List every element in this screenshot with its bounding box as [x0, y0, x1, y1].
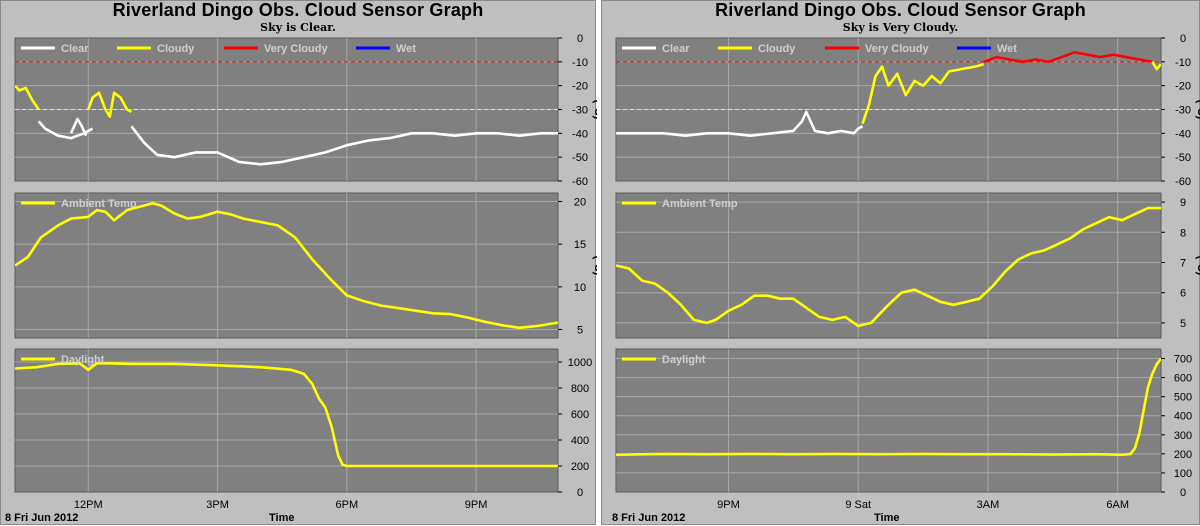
series-line-clear [69, 117, 88, 137]
y-tick-label: 100 [1174, 468, 1192, 480]
series-line-clear [130, 125, 558, 166]
x-axis-label: Time [269, 512, 295, 524]
chart-svg-right: 0 -10 -20 -30 -40 -50 -60 (°C) Clear Cloudy Very C… [615, 33, 1200, 511]
legend-label: Wet [396, 43, 416, 55]
x-tick-label: 3PM [206, 499, 229, 511]
y-tick-label: -30 [572, 105, 588, 117]
y-tick-label: -20 [572, 81, 588, 93]
y-tick-label: 8 [1180, 227, 1186, 239]
y-tick-label: 300 [1174, 430, 1192, 442]
plot-area [615, 192, 1162, 339]
plot-ambient: 9 8 7 6 5 (°C) Ambient Temp [615, 192, 1200, 339]
date-label: 8 Fri Jun 2012 [5, 512, 79, 524]
chart-subtitle: Sky is Very Cloudy. [842, 21, 959, 34]
series-line-very-cloudy [983, 50, 1153, 64]
y-tick-label: 800 [571, 383, 589, 395]
y-axis-unit: (°C) [1195, 256, 1200, 276]
legend-label: Very Cloudy [264, 43, 328, 55]
legend-label: Ambient Temp [662, 198, 738, 210]
plot-daylight: 700 600 500 400 300 200 100 0 Daylight [615, 348, 1192, 499]
legend-label: Wet [997, 43, 1017, 55]
series-line-daylight [616, 357, 1161, 457]
y-tick-label: -10 [1175, 57, 1191, 69]
chart-svg-left: 0 -10 -20 -30 -40 -50 -60 (°C) Clear Cloudy Very C… [14, 33, 597, 511]
chart-title: Riverland Dingo Obs. Cloud Sensor Graph [112, 0, 484, 20]
plot-area [14, 348, 559, 493]
series-line-cloudy [87, 91, 133, 118]
y-tick-label: -40 [572, 128, 588, 140]
plot-area [14, 192, 559, 339]
y-tick-label: 600 [571, 409, 589, 421]
y-tick-label: 0 [577, 487, 583, 499]
plot-area [615, 348, 1162, 493]
legend-label: Daylight [61, 354, 105, 366]
y-tick-label: 10 [574, 282, 586, 294]
legend-label: Ambient Temp [61, 198, 137, 210]
series-line-cloudy [15, 84, 40, 111]
legend-label: Clear [61, 43, 89, 55]
y-tick-label: -40 [1175, 128, 1191, 140]
y-tick-label: 200 [1174, 449, 1192, 461]
plot-daylight: 1000 800 600 400 200 0 Daylight [14, 348, 592, 499]
x-tick-label: 9 Sat [845, 499, 871, 511]
x-tick-label: 3AM [977, 499, 1000, 511]
y-tick-label: 200 [571, 461, 589, 473]
legend-label: Cloudy [157, 43, 195, 55]
y-tick-label: 20 [574, 197, 586, 209]
plot-sky: 0 -10 -20 -30 -40 -50 -60 (°C) Clear Cloudy Very C… [14, 33, 597, 188]
legend-label: Daylight [662, 354, 706, 366]
y-tick-label: -10 [572, 57, 588, 69]
series-line-cloudy [1151, 61, 1161, 71]
y-tick-label: -60 [572, 176, 588, 188]
y-tick-label: 15 [574, 239, 586, 251]
x-tick-label: 9PM [717, 499, 740, 511]
y-tick-label: -20 [1175, 81, 1191, 93]
series-line-daylight [15, 361, 558, 468]
y-tick-label: 5 [1180, 318, 1186, 330]
y-tick-label: 400 [571, 435, 589, 447]
y-tick-label: 0 [1180, 33, 1186, 45]
y-tick-label: -50 [1175, 152, 1191, 164]
y-axis-unit: (°C) [1195, 100, 1200, 120]
date-label: 8 Fri Jun 2012 [612, 512, 686, 524]
cloud-sensor-panel-left: Riverland Dingo Obs. Cloud Sensor Graph … [0, 0, 597, 525]
plot-sky: 0 -10 -20 -30 -40 -50 -60 (°C) Clear Cloudy Very C… [615, 33, 1200, 188]
legend-label: Clear [662, 43, 690, 55]
legend-label: Cloudy [758, 43, 796, 55]
x-tick-label: 9PM [465, 499, 488, 511]
y-tick-label: 700 [1174, 354, 1192, 366]
x-tick-label: 12PM [74, 499, 103, 511]
y-tick-label: 5 [577, 324, 583, 336]
y-tick-label: 9 [1180, 197, 1186, 209]
plot-ambient: 20 15 10 5 (°C) Ambient Temp [14, 192, 597, 339]
series-line-clear [616, 110, 864, 137]
y-tick-label: 400 [1174, 411, 1192, 423]
series-line-ambient-temp [15, 201, 558, 330]
chart-title: Riverland Dingo Obs. Cloud Sensor Graph [715, 0, 1086, 20]
cloud-sensor-panel-right: Riverland Dingo Obs. Cloud Sensor Graph … [601, 0, 1200, 525]
x-axis-label: Time [874, 512, 900, 524]
legend-label: Very Cloudy [865, 43, 929, 55]
y-tick-label: 0 [577, 33, 583, 45]
y-tick-label: 500 [1174, 392, 1192, 404]
y-tick-label: -30 [1175, 105, 1191, 117]
x-tick-label: 6AM [1106, 499, 1129, 511]
series-line-ambient-temp [616, 206, 1161, 328]
y-axis-unit: (°C) [592, 100, 597, 120]
y-tick-label: 1000 [568, 357, 592, 369]
x-tick-label: 6PM [336, 499, 359, 511]
y-tick-label: 600 [1174, 373, 1192, 385]
y-tick-label: -60 [1175, 176, 1191, 188]
series-line-cloudy [861, 62, 985, 125]
y-tick-label: 6 [1180, 288, 1186, 300]
y-axis-unit: (°C) [592, 256, 597, 276]
y-tick-label: 7 [1180, 257, 1186, 269]
chart-subtitle: Sky is Clear. [260, 21, 336, 34]
y-tick-label: 0 [1180, 487, 1186, 499]
y-tick-label: -50 [572, 152, 588, 164]
